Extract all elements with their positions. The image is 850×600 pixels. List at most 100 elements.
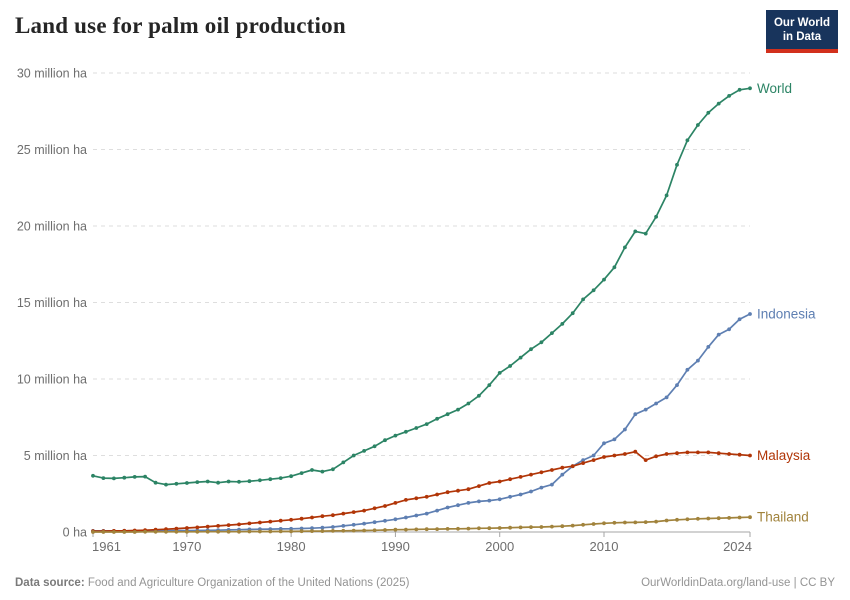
world-point-1961 bbox=[91, 473, 95, 478]
thailand-point-1974 bbox=[226, 529, 231, 534]
thailand-point-1996 bbox=[456, 526, 460, 531]
indonesia-line[interactable] bbox=[92, 313, 751, 532]
malaysia-point-2014 bbox=[643, 458, 648, 462]
malaysia-point-1990 bbox=[393, 501, 398, 505]
malaysia-point-1980 bbox=[289, 517, 293, 522]
x-tick-label-1961: 1961 bbox=[92, 539, 121, 554]
malaysia-point-2022 bbox=[727, 452, 731, 456]
malaysia-series-label[interactable]: Malaysia bbox=[757, 448, 811, 463]
owid-url-link[interactable]: OurWorldinData.org/land-use bbox=[641, 577, 791, 589]
world-point-2020 bbox=[706, 110, 711, 115]
thailand-point-1998 bbox=[477, 526, 481, 531]
malaysia-point-1988 bbox=[372, 506, 377, 511]
world-point-2014 bbox=[643, 231, 648, 236]
world-point-1966 bbox=[143, 474, 148, 479]
malaysia-point-1987 bbox=[362, 508, 366, 513]
owid-logo-text: Our World in Data bbox=[765, 10, 838, 49]
indonesia-point-1991 bbox=[404, 515, 408, 520]
world-point-2023 bbox=[737, 87, 742, 92]
thailand-point-1979 bbox=[278, 529, 283, 534]
world-point-2009 bbox=[591, 288, 596, 293]
thailand-point-2002 bbox=[518, 525, 523, 530]
thailand-point-1970 bbox=[185, 529, 189, 534]
world-point-1971 bbox=[195, 480, 200, 484]
malaysia-point-1983 bbox=[320, 514, 325, 519]
thailand-point-2007 bbox=[570, 523, 575, 528]
world-point-1994 bbox=[435, 416, 439, 421]
world-point-1965 bbox=[132, 475, 137, 479]
malaysia-point-2016 bbox=[664, 452, 669, 456]
malaysia-point-2013 bbox=[633, 449, 638, 454]
thailand-line[interactable] bbox=[92, 516, 751, 533]
world-point-2019 bbox=[696, 123, 700, 127]
indonesia-point-1981 bbox=[299, 526, 304, 531]
indonesia-point-2015 bbox=[654, 401, 658, 406]
thailand-point-2008 bbox=[581, 522, 585, 527]
indonesia-point-2019 bbox=[696, 358, 700, 363]
thailand-point-1967 bbox=[153, 529, 158, 534]
world-point-1973 bbox=[216, 480, 221, 485]
world-point-2002 bbox=[518, 355, 523, 360]
thailand-point-2024 bbox=[748, 515, 752, 520]
malaysia-point-1986 bbox=[351, 510, 356, 514]
world-point-1996 bbox=[456, 407, 460, 412]
malaysia-point-1985 bbox=[341, 511, 346, 516]
thailand-point-1973 bbox=[216, 529, 221, 534]
world-point-1963 bbox=[112, 476, 116, 481]
malaysia-point-2012 bbox=[623, 452, 627, 456]
world-point-1970 bbox=[185, 481, 189, 485]
thailand-point-2005 bbox=[550, 524, 554, 529]
world-point-1993 bbox=[424, 422, 429, 426]
malaysia-point-1984 bbox=[331, 513, 335, 518]
indonesia-point-2008 bbox=[581, 458, 585, 462]
thailand-point-1992 bbox=[414, 527, 419, 532]
owid-logo[interactable]: Our World in Data bbox=[765, 10, 838, 53]
thailand-point-2000 bbox=[497, 526, 502, 530]
malaysia-point-2005 bbox=[550, 468, 554, 472]
malaysia-point-1991 bbox=[404, 498, 408, 502]
thailand-point-1997 bbox=[466, 526, 471, 531]
world-point-1999 bbox=[487, 383, 492, 387]
world-series-label[interactable]: World bbox=[757, 81, 792, 96]
indonesia-series-label[interactable]: Indonesia bbox=[757, 306, 816, 321]
indonesia-point-2023 bbox=[737, 317, 742, 322]
thailand-point-2020 bbox=[706, 516, 711, 521]
world-point-1977 bbox=[258, 478, 262, 483]
world-point-1997 bbox=[466, 401, 471, 406]
world-point-2011 bbox=[612, 265, 617, 270]
thailand-point-2017 bbox=[675, 517, 679, 522]
malaysia-line[interactable] bbox=[92, 450, 751, 532]
world-point-1988 bbox=[372, 444, 377, 449]
world-point-1992 bbox=[414, 426, 419, 430]
malaysia-point-2002 bbox=[518, 475, 523, 479]
world-point-2006 bbox=[560, 322, 565, 326]
malaysia-point-2001 bbox=[508, 477, 512, 482]
indonesia-point-2002 bbox=[518, 492, 523, 497]
world-point-1998 bbox=[477, 393, 481, 398]
thailand-point-1962 bbox=[101, 530, 106, 534]
world-point-1987 bbox=[362, 449, 366, 453]
malaysia-point-1999 bbox=[487, 481, 492, 485]
malaysia-point-2004 bbox=[539, 470, 544, 475]
indonesia-point-2017 bbox=[675, 383, 679, 387]
thailand-point-2014 bbox=[643, 520, 648, 524]
thailand-point-1975 bbox=[237, 529, 241, 534]
license-link[interactable]: CC BY bbox=[799, 577, 835, 589]
malaysia-point-2015 bbox=[654, 454, 658, 459]
world-point-1969 bbox=[174, 481, 179, 486]
thailand-series-label[interactable]: Thailand bbox=[757, 510, 809, 525]
world-point-2016 bbox=[664, 193, 669, 198]
indonesia-point-1988 bbox=[372, 520, 377, 525]
indonesia-point-2013 bbox=[633, 412, 638, 417]
thailand-point-1963 bbox=[112, 530, 116, 534]
indonesia-point-1986 bbox=[351, 522, 356, 527]
thailand-point-2003 bbox=[529, 525, 533, 529]
world-point-1980 bbox=[289, 474, 293, 479]
indonesia-point-1992 bbox=[414, 513, 419, 518]
indonesia-point-2004 bbox=[539, 485, 544, 490]
world-line[interactable] bbox=[92, 87, 751, 486]
thailand-point-1990 bbox=[393, 527, 398, 532]
thailand-point-1987 bbox=[362, 528, 366, 533]
world-point-1991 bbox=[404, 429, 408, 434]
